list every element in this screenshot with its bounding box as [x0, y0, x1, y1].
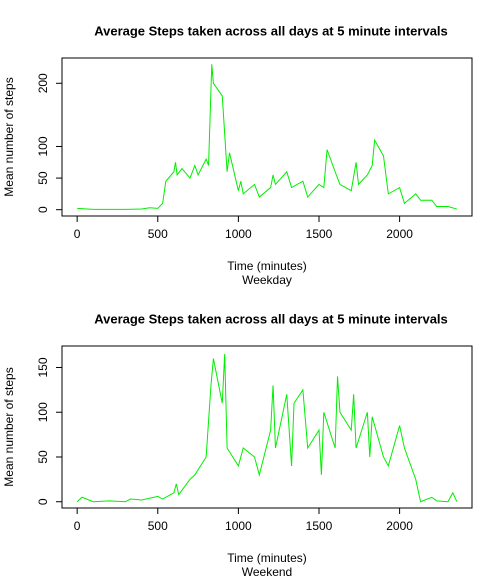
data-line: [76, 354, 458, 503]
panel-label: Weekend: [242, 565, 292, 576]
x-tick-label: 2000: [386, 227, 413, 241]
x-tick-label: 500: [148, 519, 168, 533]
x-tick-label: 1000: [225, 519, 252, 533]
x-tick-label: 0: [74, 227, 81, 241]
y-tick-label: 50: [36, 450, 50, 464]
y-tick-label: 100: [36, 402, 50, 422]
x-axis-label: Time (minutes): [227, 551, 307, 565]
x-tick-label: 1500: [306, 519, 333, 533]
data-line: [77, 64, 457, 210]
x-tick-label: 2000: [386, 519, 413, 533]
plot-box: [61, 345, 473, 509]
y-tick-label: 150: [36, 357, 50, 377]
x-tick-label: 0: [74, 519, 81, 533]
panel-label: Weekday: [242, 273, 292, 287]
y-tick-label: 0: [36, 206, 50, 213]
plot-box: [61, 57, 473, 217]
x-tick-label: 1500: [306, 227, 333, 241]
y-tick-label: 50: [36, 171, 50, 185]
y-axis-label: Mean number of steps: [2, 367, 16, 486]
chart-title: Average Steps taken across all days at 5…: [94, 23, 448, 38]
x-tick-label: 1000: [225, 227, 252, 241]
chart-title: Average Steps taken across all days at 5…: [94, 311, 448, 326]
y-tick-label: 0: [36, 498, 50, 505]
y-tick-label: 100: [36, 136, 50, 156]
x-axis-label: Time (minutes): [227, 259, 307, 273]
y-axis-label: Mean number of steps: [2, 77, 16, 196]
x-tick-label: 500: [148, 227, 168, 241]
y-tick-label: 200: [36, 73, 50, 93]
